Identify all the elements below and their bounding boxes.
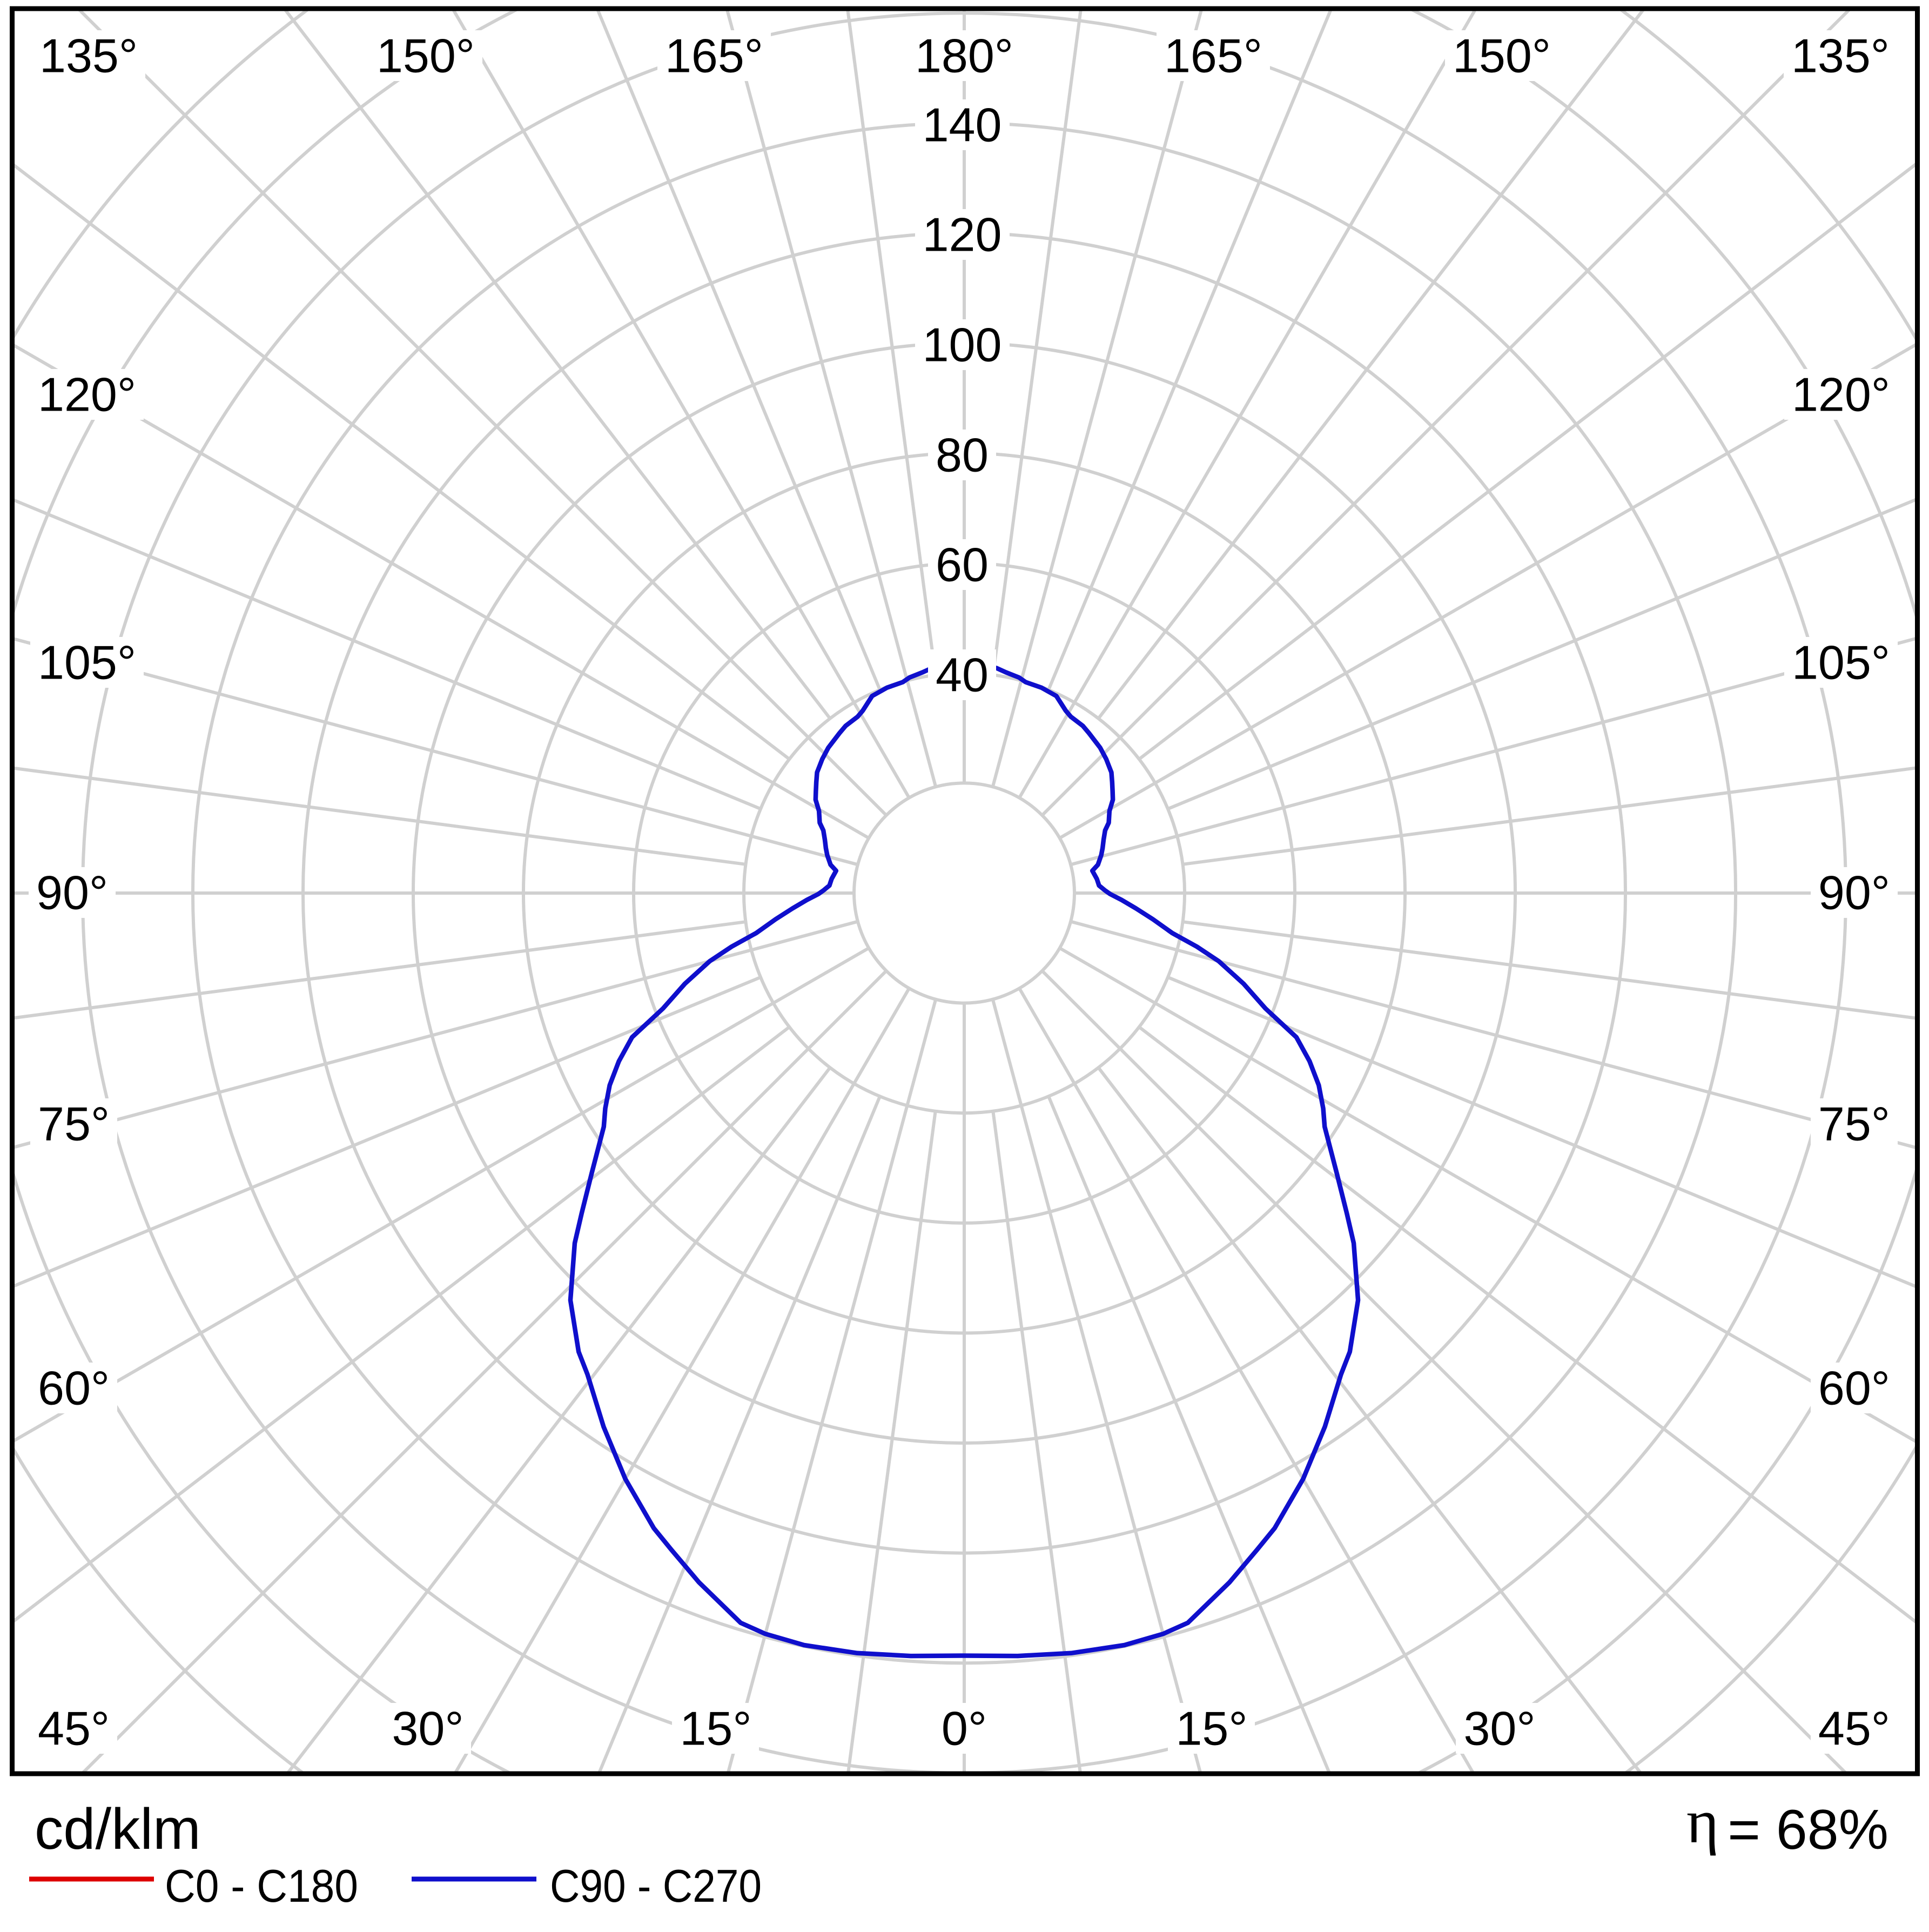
svg-text:165°: 165°: [1164, 29, 1262, 83]
svg-text:40: 40: [936, 648, 989, 702]
svg-text:= 68%: = 68%: [1728, 1799, 1888, 1861]
svg-text:45°: 45°: [38, 1702, 110, 1755]
svg-text:90°: 90°: [36, 866, 108, 920]
svg-text:60: 60: [936, 538, 989, 592]
svg-text:80: 80: [936, 428, 989, 482]
svg-text:180°: 180°: [915, 29, 1013, 83]
svg-text:90°: 90°: [1818, 866, 1890, 920]
svg-text:120: 120: [923, 208, 1002, 261]
svg-text:60°: 60°: [38, 1361, 110, 1415]
svg-text:0°: 0°: [942, 1702, 987, 1755]
svg-text:75°: 75°: [1818, 1097, 1890, 1151]
svg-text:140: 140: [923, 98, 1002, 152]
svg-text:105°: 105°: [1792, 636, 1890, 689]
svg-text:cd/klm: cd/klm: [35, 1797, 201, 1861]
svg-text:120°: 120°: [1792, 368, 1890, 421]
svg-text:30°: 30°: [1463, 1702, 1535, 1755]
svg-text:100: 100: [923, 318, 1002, 372]
svg-text:30°: 30°: [392, 1702, 463, 1755]
svg-text:η: η: [1686, 1787, 1719, 1856]
svg-text:C0 - C180: C0 - C180: [165, 1861, 358, 1912]
svg-text:C90 - C270: C90 - C270: [550, 1861, 762, 1912]
svg-text:15°: 15°: [680, 1702, 751, 1755]
svg-text:150°: 150°: [377, 29, 475, 83]
svg-text:135°: 135°: [1791, 29, 1890, 83]
svg-text:75°: 75°: [38, 1097, 110, 1151]
svg-text:15°: 15°: [1175, 1702, 1247, 1755]
svg-text:135°: 135°: [39, 29, 138, 83]
svg-text:150°: 150°: [1453, 29, 1551, 83]
svg-text:45°: 45°: [1818, 1702, 1890, 1755]
svg-text:120°: 120°: [38, 368, 136, 421]
svg-text:60°: 60°: [1818, 1361, 1890, 1415]
svg-text:105°: 105°: [38, 636, 136, 689]
svg-text:165°: 165°: [665, 29, 763, 83]
